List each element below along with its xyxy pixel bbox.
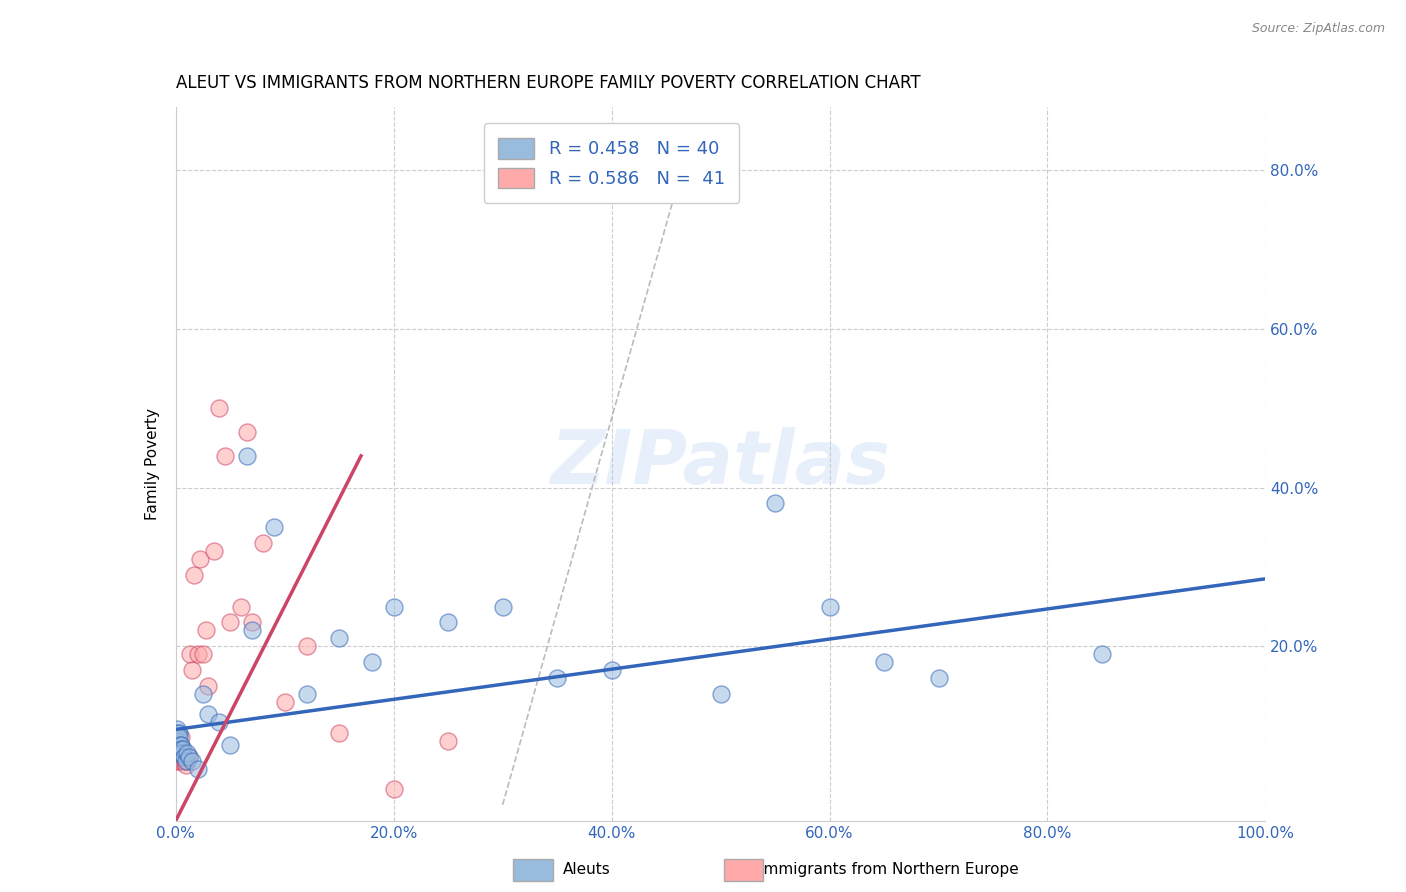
Point	[188, 552, 211, 566]
Point	[169, 739, 191, 753]
Point	[170, 742, 193, 756]
Point	[166, 746, 188, 760]
Point	[274, 695, 297, 709]
Point	[763, 496, 786, 510]
Point	[170, 746, 193, 760]
Point	[186, 762, 209, 776]
Point	[167, 746, 190, 760]
Point	[174, 758, 197, 772]
Text: ALEUT VS IMMIGRANTS FROM NORTHERN EUROPE FAMILY POVERTY CORRELATION CHART: ALEUT VS IMMIGRANTS FROM NORTHERN EUROPE…	[176, 74, 921, 92]
Point	[219, 615, 242, 630]
Point	[181, 663, 204, 677]
Point	[263, 520, 285, 534]
Point	[197, 706, 219, 721]
Point	[252, 536, 274, 550]
Text: ZIPatlas: ZIPatlas	[551, 427, 890, 500]
Point	[173, 754, 195, 768]
Point	[197, 679, 219, 693]
Point	[176, 746, 198, 760]
Point	[167, 734, 190, 748]
Point	[181, 754, 204, 768]
Point	[295, 639, 318, 653]
Point	[546, 671, 568, 685]
Point	[191, 647, 214, 661]
Point	[214, 449, 236, 463]
Point	[873, 655, 896, 669]
Point	[492, 599, 515, 614]
Point	[172, 746, 194, 760]
Point	[202, 544, 225, 558]
Point	[382, 599, 405, 614]
Text: Source: ZipAtlas.com: Source: ZipAtlas.com	[1251, 22, 1385, 36]
Point	[167, 742, 190, 756]
Point	[177, 750, 200, 764]
Point	[183, 567, 205, 582]
Point	[437, 734, 460, 748]
Point	[166, 734, 188, 748]
Point	[167, 731, 190, 745]
Point	[167, 754, 190, 768]
Point	[382, 781, 405, 796]
Point	[231, 599, 253, 614]
Point	[191, 687, 214, 701]
Point	[167, 726, 190, 740]
Point	[600, 663, 623, 677]
Point	[167, 746, 190, 760]
Point	[235, 425, 257, 439]
Point	[174, 754, 197, 768]
Point	[177, 750, 200, 764]
Point	[172, 746, 194, 760]
Point	[172, 754, 194, 768]
Point	[328, 632, 350, 646]
Point	[172, 742, 194, 756]
Point	[1091, 647, 1114, 661]
Point	[208, 401, 231, 416]
Point	[170, 739, 193, 753]
Point	[169, 750, 191, 764]
Point	[169, 746, 191, 760]
Point	[166, 742, 188, 756]
Point	[172, 750, 194, 764]
Point	[208, 714, 231, 729]
Point	[167, 754, 190, 768]
Point	[295, 687, 318, 701]
Point	[235, 449, 257, 463]
Point	[186, 647, 209, 661]
Point	[166, 731, 188, 745]
Point	[928, 671, 950, 685]
Point	[328, 726, 350, 740]
Text: Immigrants from Northern Europe: Immigrants from Northern Europe	[759, 863, 1019, 877]
Point	[195, 624, 218, 638]
Point	[166, 723, 188, 737]
Point	[166, 739, 188, 753]
Point	[173, 750, 195, 764]
Point	[437, 615, 460, 630]
Point	[170, 731, 193, 745]
Legend: R = 0.458   N = 40, R = 0.586   N =  41: R = 0.458 N = 40, R = 0.586 N = 41	[484, 123, 740, 202]
Point	[179, 647, 201, 661]
Y-axis label: Family Poverty: Family Poverty	[145, 408, 160, 520]
Point	[219, 739, 242, 753]
Point	[240, 624, 263, 638]
Text: Aleuts: Aleuts	[562, 863, 610, 877]
Point	[240, 615, 263, 630]
Point	[166, 739, 188, 753]
Point	[710, 687, 733, 701]
Point	[360, 655, 382, 669]
Point	[176, 754, 198, 768]
Point	[818, 599, 841, 614]
Point	[167, 726, 190, 740]
Point	[169, 739, 191, 753]
